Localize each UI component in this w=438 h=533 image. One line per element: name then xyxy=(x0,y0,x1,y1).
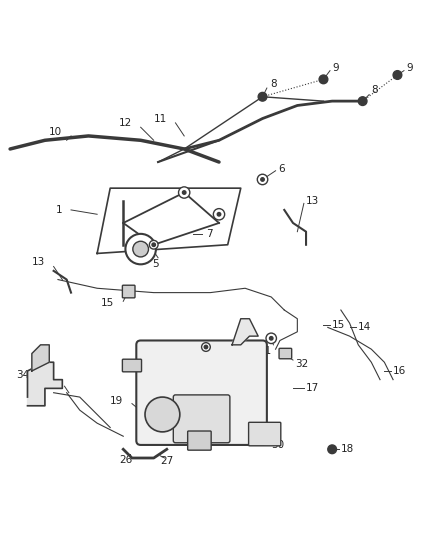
FancyBboxPatch shape xyxy=(279,349,292,359)
Text: 11: 11 xyxy=(154,114,167,124)
Circle shape xyxy=(145,397,180,432)
Circle shape xyxy=(125,234,156,264)
Circle shape xyxy=(183,191,186,194)
Circle shape xyxy=(258,92,267,101)
Text: 8: 8 xyxy=(371,85,378,95)
Text: 16: 16 xyxy=(47,379,60,389)
Circle shape xyxy=(257,174,268,184)
FancyBboxPatch shape xyxy=(249,422,281,446)
Text: 33: 33 xyxy=(195,370,208,381)
Text: 1: 1 xyxy=(56,205,62,215)
FancyBboxPatch shape xyxy=(122,285,135,298)
Circle shape xyxy=(358,97,367,106)
Polygon shape xyxy=(28,362,62,406)
Text: 30: 30 xyxy=(271,440,284,450)
Polygon shape xyxy=(232,319,258,345)
Text: 12: 12 xyxy=(119,118,132,128)
Text: 15: 15 xyxy=(101,298,115,309)
Text: 6: 6 xyxy=(278,164,284,174)
Text: 19: 19 xyxy=(110,397,123,407)
Circle shape xyxy=(133,241,148,257)
Text: 7: 7 xyxy=(206,229,212,239)
Text: 13: 13 xyxy=(306,196,319,206)
FancyBboxPatch shape xyxy=(122,359,141,372)
FancyBboxPatch shape xyxy=(187,431,211,450)
Text: 18: 18 xyxy=(180,349,193,359)
Text: 18: 18 xyxy=(341,445,354,454)
Text: 9: 9 xyxy=(406,63,413,74)
Circle shape xyxy=(204,345,208,349)
Polygon shape xyxy=(32,345,49,371)
Text: 26: 26 xyxy=(119,455,132,465)
Text: 9: 9 xyxy=(332,63,339,74)
Text: 34: 34 xyxy=(17,370,30,381)
Circle shape xyxy=(319,75,328,84)
Circle shape xyxy=(149,240,158,249)
Text: 8: 8 xyxy=(270,79,276,88)
Circle shape xyxy=(201,343,210,351)
Text: 17: 17 xyxy=(306,383,319,393)
Circle shape xyxy=(328,445,336,454)
Text: 16: 16 xyxy=(393,366,406,376)
Circle shape xyxy=(261,177,264,181)
Circle shape xyxy=(217,213,221,216)
FancyBboxPatch shape xyxy=(136,341,267,445)
Circle shape xyxy=(393,71,402,79)
Circle shape xyxy=(213,208,225,220)
Text: 32: 32 xyxy=(295,359,308,369)
Text: 13: 13 xyxy=(32,257,45,267)
Text: 27: 27 xyxy=(160,456,173,466)
Text: 5: 5 xyxy=(152,260,159,269)
Text: 31: 31 xyxy=(258,346,271,357)
Circle shape xyxy=(152,243,155,246)
Text: 10: 10 xyxy=(49,126,62,136)
Circle shape xyxy=(266,333,276,344)
Text: 14: 14 xyxy=(358,322,371,333)
Circle shape xyxy=(269,336,273,340)
Circle shape xyxy=(179,187,190,198)
Text: 15: 15 xyxy=(332,320,346,330)
Text: 25: 25 xyxy=(135,367,148,377)
FancyBboxPatch shape xyxy=(173,395,230,443)
